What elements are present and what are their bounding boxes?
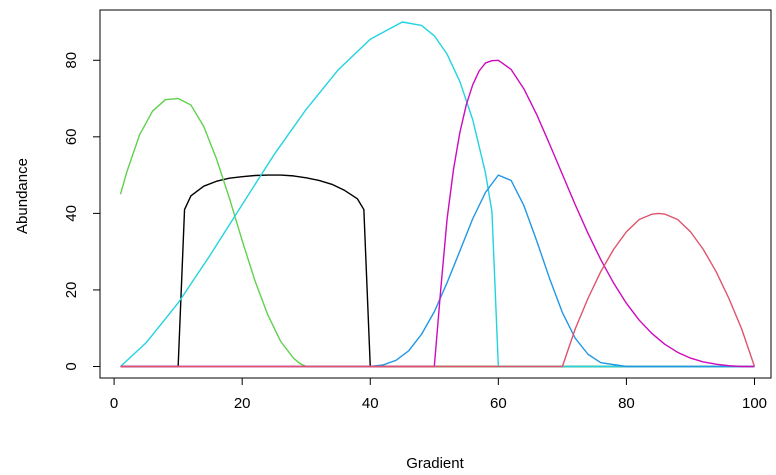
- series-line-5: [120, 59, 755, 368]
- y-tick-label: 80: [63, 52, 80, 69]
- x-tick-label: 80: [618, 395, 635, 412]
- y-tick-label: 40: [63, 205, 80, 222]
- y-tick-label: 20: [63, 282, 80, 299]
- y-axis-title: Abundance: [14, 158, 31, 234]
- series-line-1: [120, 174, 755, 368]
- plot-box: [99, 9, 772, 379]
- y-tick-label: 60: [63, 128, 80, 145]
- series-layer: [119, 21, 756, 368]
- x-tick-label: 100: [742, 395, 767, 412]
- x-axis-title: Gradient: [406, 455, 464, 472]
- series-line-6: [120, 212, 756, 368]
- series-line-4: [120, 174, 755, 368]
- series-line-3: [120, 21, 755, 368]
- x-axis: 0 20 40 60 80 100: [110, 377, 767, 412]
- x-tick-label: 20: [234, 395, 251, 412]
- x-tick-label: 40: [362, 395, 379, 412]
- y-tick-label: 0: [63, 362, 80, 370]
- x-tick-label: 0: [110, 395, 118, 412]
- x-tick-label: 60: [490, 395, 507, 412]
- y-axis: 0 20 40 60 80: [63, 52, 101, 371]
- series-line-2: [119, 97, 755, 368]
